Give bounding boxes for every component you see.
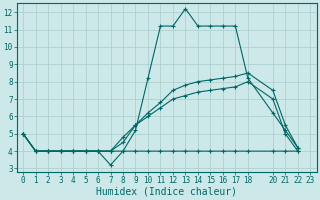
X-axis label: Humidex (Indice chaleur): Humidex (Indice chaleur)	[96, 187, 237, 197]
